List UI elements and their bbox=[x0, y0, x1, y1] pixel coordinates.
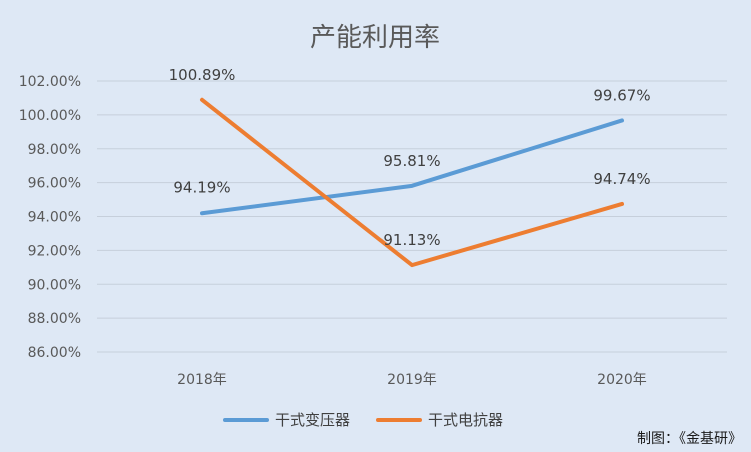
data-label: 94.19% bbox=[173, 178, 230, 196]
chart-title: 产能利用率 bbox=[310, 23, 440, 53]
series-line-2 bbox=[200, 97, 624, 268]
data-label: 95.81% bbox=[383, 152, 440, 170]
series-lines bbox=[200, 97, 624, 268]
x-tick-label: 2018年 bbox=[177, 372, 227, 388]
x-tick-label: 2019年 bbox=[387, 372, 437, 388]
data-label: 100.89% bbox=[169, 66, 236, 84]
data-label: 94.74% bbox=[593, 170, 650, 188]
y-tick-label: 94.00% bbox=[28, 210, 81, 226]
data-label: 91.13% bbox=[383, 231, 440, 249]
y-tick-label: 88.00% bbox=[28, 311, 81, 327]
y-axis-ticks: 86.00% 88.00% 90.00% 92.00% 94.00% 96.00% 98.0… bbox=[19, 74, 81, 361]
legend-label-1: 干式变压器 bbox=[275, 411, 350, 429]
series-line-1 bbox=[200, 118, 624, 216]
legend-label-2: 干式电抗器 bbox=[428, 411, 503, 429]
y-tick-label: 96.00% bbox=[28, 176, 81, 192]
legend: 干式变压器 干式电抗器 bbox=[223, 411, 503, 429]
y-tick-label: 92.00% bbox=[28, 243, 81, 259]
data-label: 99.67% bbox=[593, 86, 650, 104]
y-tick-label: 90.00% bbox=[28, 277, 81, 293]
x-tick-label: 2020年 bbox=[597, 372, 647, 388]
y-tick-label: 98.00% bbox=[28, 142, 81, 158]
credit-text: 制图：《金基研》 bbox=[637, 430, 742, 447]
gridlines bbox=[97, 80, 727, 353]
y-tick-label: 86.00% bbox=[28, 345, 81, 361]
y-tick-label: 102.00% bbox=[19, 74, 81, 90]
data-labels: 94.19% 95.81% 99.67% 100.89% 91.13% 94.74% bbox=[169, 66, 651, 249]
y-tick-label: 100.00% bbox=[19, 108, 81, 124]
x-axis-ticks: 2018年 2019年 2020年 bbox=[177, 372, 647, 388]
